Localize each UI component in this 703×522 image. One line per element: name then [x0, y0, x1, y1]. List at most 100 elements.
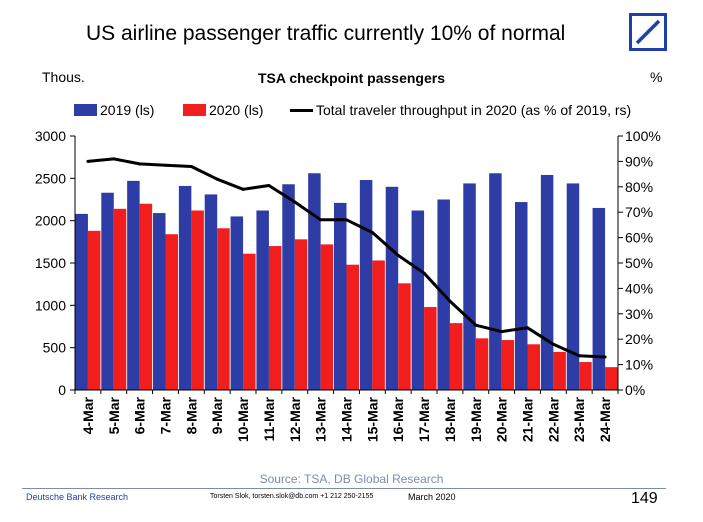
- right-tick-label-90%: 90%: [625, 153, 653, 169]
- x-tick-label-22-Mar: 22-Mar: [545, 396, 561, 442]
- x-tick-label-12-Mar: 12-Mar: [287, 396, 303, 442]
- bar-2020-12-Mar: [294, 239, 308, 390]
- bar-2019-19-Mar: [463, 183, 476, 390]
- throughput-point-20-Mar: [500, 330, 504, 334]
- left-tick-label-1500: 1500: [35, 255, 66, 271]
- x-tick-label-11-Mar: 11-Mar: [261, 396, 277, 441]
- bar-2019-22-Mar: [540, 174, 554, 390]
- x-tick-label-24-Mar: 24-Mar: [597, 396, 613, 442]
- throughput-point-21-Mar: [526, 326, 529, 330]
- bar-2020-9-Mar: [217, 228, 230, 390]
- legend-label-throughput: Total traveler throughput in 2020 (as % …: [316, 102, 632, 118]
- x-tick-label-9-Mar: 9-Mar: [209, 396, 225, 434]
- x-tick-label-15-Mar: 15-Mar: [364, 396, 380, 442]
- x-tick-label-10-Mar: 10-Mar: [235, 396, 251, 442]
- right-axis-unit: %: [650, 69, 663, 85]
- bar-2019-16-Mar: [385, 186, 399, 390]
- x-tick-label-7-Mar: 7-Mar: [158, 396, 174, 434]
- bar-2020-22-Mar: [553, 351, 566, 390]
- x-tick-label-20-Mar: 20-Mar: [494, 396, 510, 442]
- right-tick-label-80%: 80%: [625, 179, 653, 195]
- throughput-point-5-Mar: [112, 157, 116, 161]
- right-tick-label-0%: 0%: [625, 382, 645, 398]
- legend-label-2020: 2020 (ls): [209, 102, 264, 118]
- bar-2019-9-Mar: [204, 194, 218, 390]
- footer-author: Torsten Slok, torsten.slok@db.com +1 212…: [210, 493, 374, 500]
- right-tick-label-60%: 60%: [625, 230, 653, 246]
- left-tick-label-1000: 1000: [35, 297, 66, 313]
- bar-2020-24-Mar: [605, 367, 618, 390]
- legend-label-2019: 2019 (ls): [100, 102, 155, 118]
- throughput-point-11-Mar: [267, 184, 271, 188]
- right-tick-label-20%: 20%: [625, 331, 653, 347]
- footer-date: March 2020: [408, 492, 456, 502]
- legend-item-2019: 2019 (ls): [74, 102, 154, 118]
- x-tick-label-4-Mar: 4-Mar: [80, 396, 96, 434]
- bar-2020-10-Mar: [243, 253, 256, 390]
- right-tick-label-30%: 30%: [625, 306, 653, 322]
- bar-2019-5-Mar: [101, 192, 114, 390]
- bar-2020-14-Mar: [346, 264, 359, 390]
- bar-2019-21-Mar: [515, 202, 528, 390]
- legend-item-throughput: Total traveler throughput in 2020 (as % …: [290, 102, 631, 118]
- x-tick-label-17-Mar: 17-Mar: [416, 396, 432, 442]
- bar-2020-19-Mar: [475, 338, 489, 390]
- x-tick-label-21-Mar: 21-Mar: [520, 396, 536, 442]
- bar-2019-23-Mar: [566, 183, 580, 390]
- bar-2019-20-Mar: [489, 173, 502, 390]
- bar-2020-5-Mar: [113, 208, 127, 390]
- bar-2019-7-Mar: [153, 213, 166, 390]
- bar-2020-16-Mar: [398, 283, 411, 390]
- bar-2020-18-Mar: [449, 323, 463, 390]
- throughput-point-16-Mar: [396, 253, 400, 257]
- x-tick-label-6-Mar: 6-Mar: [132, 396, 148, 434]
- throughput-point-9-Mar: [215, 177, 219, 181]
- bar-2019-13-Mar: [308, 173, 321, 390]
- footer-organization: Deutsche Bank Research: [26, 492, 129, 502]
- bar-2019-11-Mar: [256, 210, 269, 390]
- right-tick-label-100%: 100%: [625, 128, 661, 144]
- throughput-point-18-Mar: [448, 299, 452, 303]
- source-note: Source: TSA, DB Global Research: [259, 472, 444, 486]
- left-tick-label-2000: 2000: [35, 213, 66, 229]
- bar-2020-23-Mar: [579, 362, 592, 390]
- left-tick-label-500: 500: [43, 340, 67, 356]
- throughput-point-6-Mar: [138, 162, 142, 166]
- x-tick-label-8-Mar: 8-Mar: [183, 396, 199, 434]
- bar-2019-15-Mar: [359, 180, 373, 390]
- right-tick-label-10%: 10%: [625, 357, 653, 373]
- right-tick-label-40%: 40%: [625, 280, 653, 296]
- bar-2020-4-Mar: [87, 230, 101, 390]
- x-tick-label-18-Mar: 18-Mar: [442, 396, 458, 442]
- x-tick-label-23-Mar: 23-Mar: [571, 396, 587, 442]
- bar-2020-13-Mar: [320, 244, 334, 390]
- bar-2019-4-Mar: [75, 213, 88, 390]
- x-tick-label-13-Mar: 13-Mar: [313, 396, 329, 442]
- bar-2020-11-Mar: [268, 246, 282, 390]
- x-tick-label-5-Mar: 5-Mar: [106, 396, 122, 434]
- chart-plot: 0 500 1000 1500 2000 2500 3000 0% 10% 20% 30% 40% 50…: [35, 128, 661, 442]
- bar-2020-8-Mar: [191, 210, 204, 390]
- bar-2020-6-Mar: [139, 203, 153, 390]
- slide-title: US airline passenger traffic currently 1…: [86, 22, 566, 45]
- legend-swatch-2020: [183, 104, 206, 116]
- throughput-point-13-Mar: [319, 218, 323, 222]
- throughput-point-22-Mar: [551, 342, 555, 346]
- bar-2019-6-Mar: [127, 180, 140, 390]
- x-tick-label-16-Mar: 16-Mar: [390, 396, 406, 442]
- right-tick-label-70%: 70%: [625, 204, 653, 220]
- bar-2019-14-Mar: [334, 202, 347, 390]
- throughput-point-4-Mar: [86, 159, 90, 163]
- bar-2019-17-Mar: [411, 210, 425, 390]
- page-number: 149: [631, 490, 658, 507]
- bar-2020-15-Mar: [372, 260, 385, 390]
- throughput-point-14-Mar: [345, 218, 348, 222]
- throughput-point-12-Mar: [293, 200, 297, 204]
- bar-2019-10-Mar: [230, 216, 244, 390]
- throughput-point-19-Mar: [474, 323, 478, 327]
- bar-2020-17-Mar: [424, 307, 437, 390]
- bar-2020-21-Mar: [527, 344, 540, 390]
- left-tick-label-0: 0: [58, 382, 66, 398]
- bar-2019-12-Mar: [282, 184, 295, 390]
- legend-swatch-throughput: [290, 108, 313, 112]
